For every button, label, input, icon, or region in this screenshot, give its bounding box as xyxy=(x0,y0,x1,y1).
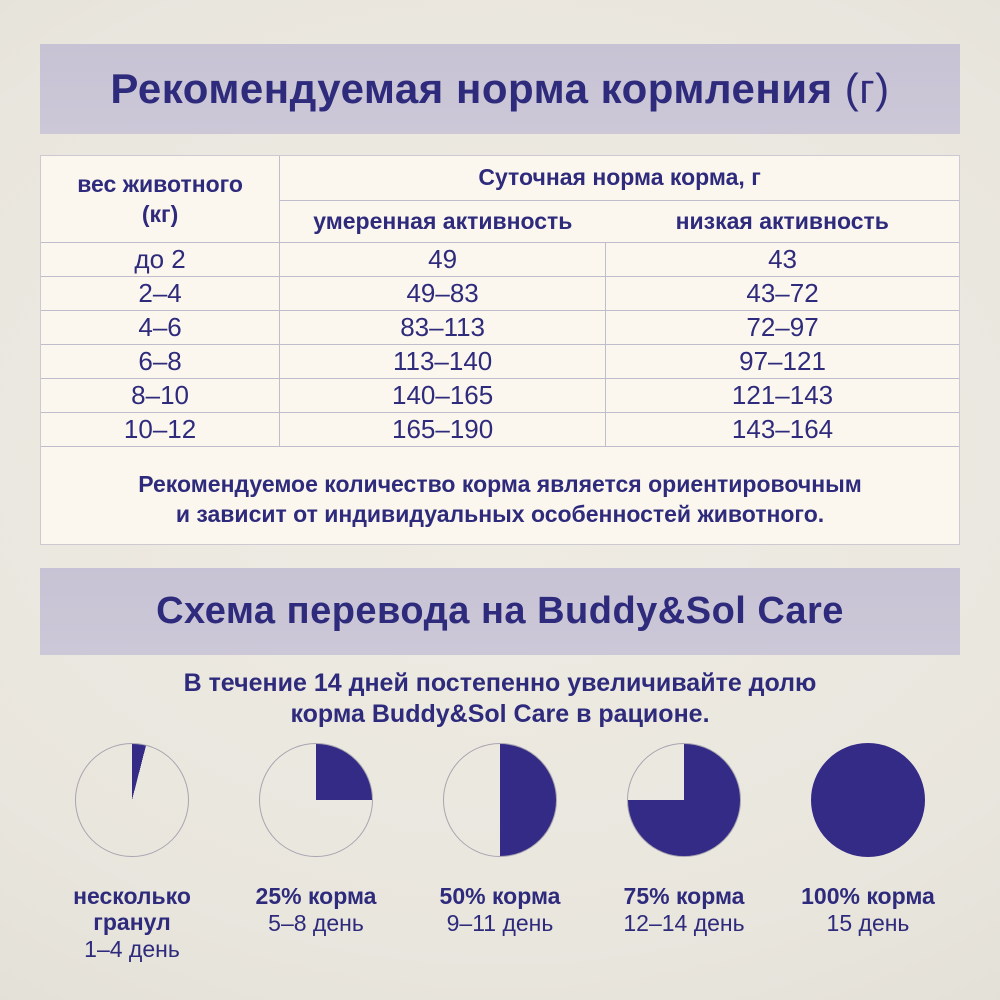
weight-cell: 6–8 xyxy=(41,344,281,379)
feeding-norm-title-unit: (г) xyxy=(844,65,890,112)
transition-step-5: 100% корма 15 день xyxy=(776,743,960,962)
weight-cell: 10–12 xyxy=(41,412,281,447)
moderate-cell: 49–83 xyxy=(279,276,606,311)
step-amount-label: 25% корма xyxy=(255,883,377,909)
feeding-norm-header-band: Рекомендуемая норма кормления (г) xyxy=(40,44,960,134)
step-days-label: 12–14 день xyxy=(623,910,745,936)
low-cell: 97–121 xyxy=(605,344,959,379)
low-cell: 121–143 xyxy=(605,378,959,413)
step-label: 50% корма 9–11 день xyxy=(440,883,561,936)
low-cell: 143–164 xyxy=(605,412,959,447)
transition-step-1: несколько гранул 1–4 день xyxy=(40,743,224,962)
moderate-activity-header: умеренная активность xyxy=(279,200,606,243)
transition-steps-row: несколько гранул 1–4 день 25% корма 5–8 … xyxy=(40,743,960,962)
moderate-cell: 83–113 xyxy=(279,310,606,345)
step-amount-label: 50% корма xyxy=(439,883,561,909)
table-row: 8–10 140–165 121–143 xyxy=(41,378,959,413)
transition-step-3: 50% корма 9–11 день xyxy=(408,743,592,962)
moderate-cell: 140–165 xyxy=(279,378,606,413)
feeding-norm-title-text: Рекомендуемая норма кормления xyxy=(110,65,833,112)
pie-chart-icon xyxy=(75,743,189,857)
table-row: 4–6 83–113 72–97 xyxy=(41,310,959,345)
feeding-table: вес животного (кг) Суточная норма корма,… xyxy=(41,156,959,447)
weight-cell: до 2 xyxy=(41,242,281,277)
low-cell: 43–72 xyxy=(605,276,959,311)
transition-step-4: 75% корма 12–14 день xyxy=(592,743,776,962)
moderate-cell: 49 xyxy=(279,242,606,277)
low-activity-header: низкая активность xyxy=(605,200,959,243)
table-row: до 2 49 43 xyxy=(41,242,959,277)
feeding-norm-title: Рекомендуемая норма кормления (г) xyxy=(110,65,889,113)
transition-step-2: 25% корма 5–8 день xyxy=(224,743,408,962)
pie-chart-icon xyxy=(443,743,557,857)
step-amount-label: 75% корма xyxy=(623,883,745,909)
pie-chart-icon xyxy=(811,743,925,857)
weight-cell: 8–10 xyxy=(41,378,281,413)
weight-cell: 4–6 xyxy=(41,310,281,345)
weight-cell: 2–4 xyxy=(41,276,281,311)
step-days-label: 15 день xyxy=(826,910,910,936)
pie-chart-icon xyxy=(259,743,373,857)
daily-norm-group-header: Суточная норма корма, г xyxy=(279,156,959,201)
moderate-cell: 113–140 xyxy=(279,344,606,379)
table-row: 10–12 165–190 143–164 xyxy=(41,412,959,447)
table-row: 6–8 113–140 97–121 xyxy=(41,344,959,379)
step-days-label: 1–4 день xyxy=(84,936,180,962)
transition-intro-text: В течение 14 дней постепенно увеличивайт… xyxy=(183,669,817,728)
step-label: 75% корма 12–14 день xyxy=(623,883,744,936)
feeding-note: Рекомендуемое количество корма является … xyxy=(138,470,862,527)
step-label: 100% корма 15 день xyxy=(801,883,935,936)
weight-column-header: вес животного (кг) xyxy=(41,156,281,243)
step-amount-label: 100% корма xyxy=(801,883,935,909)
pie-chart-icon xyxy=(627,743,741,857)
step-label: несколько гранул 1–4 день xyxy=(73,883,191,962)
moderate-cell: 165–190 xyxy=(279,412,606,447)
transition-header-band: Схема перевода на Buddy&Sol Care xyxy=(40,568,960,655)
step-amount-label: несколько гранул xyxy=(73,883,191,935)
table-header-row-1: вес животного (кг) Суточная норма корма,… xyxy=(41,156,959,243)
low-cell: 72–97 xyxy=(605,310,959,345)
table-row: 2–4 49–83 43–72 xyxy=(41,276,959,311)
transition-title: Схема перевода на Buddy&Sol Care xyxy=(156,590,844,632)
step-days-label: 9–11 день xyxy=(446,910,554,936)
table-header-row-2: умеренная активность низкая активность xyxy=(41,200,959,243)
low-cell: 43 xyxy=(605,242,959,277)
step-label: 25% корма 5–8 день xyxy=(256,883,377,936)
step-days-label: 5–8 день xyxy=(268,910,364,936)
feeding-table-panel: вес животного (кг) Суточная норма корма,… xyxy=(40,155,960,545)
